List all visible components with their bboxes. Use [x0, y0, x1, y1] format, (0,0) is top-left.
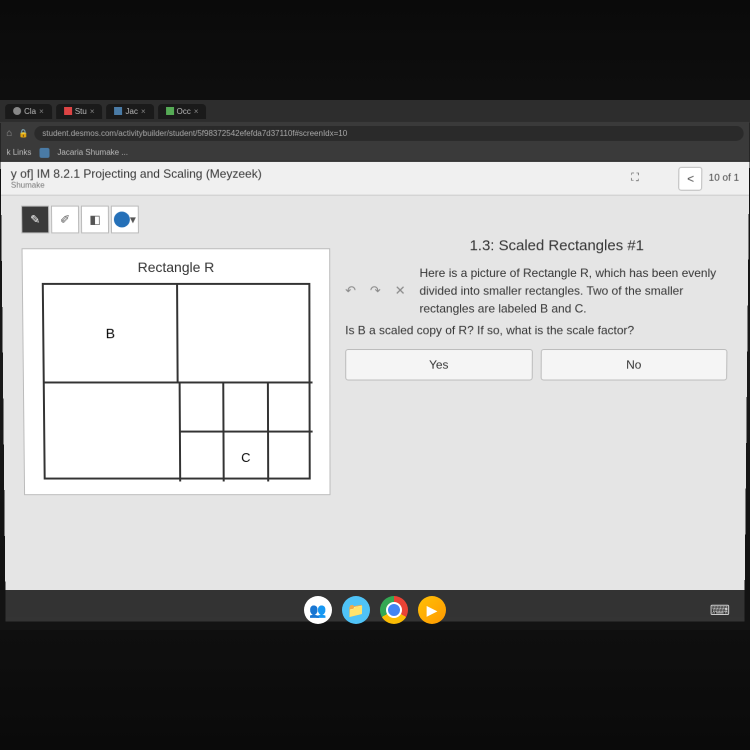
tab-label: Cla — [24, 106, 36, 115]
undo-redo-bar: ↶ ↷ ✕ Here is a picture of Rectangle R, … — [345, 264, 728, 317]
prompt-text: Here is a picture of Rectangle R, which … — [419, 264, 728, 317]
close-icon[interactable]: × — [141, 106, 146, 115]
bookmark-item[interactable]: Jacaria Shumake ... — [57, 148, 128, 157]
assignment-title: y of] IM 8.2.1 Projecting and Scaling (M… — [11, 167, 592, 181]
author-name: Shumake — [11, 181, 591, 190]
pointer-tool[interactable]: ✎ — [21, 206, 49, 234]
rectangle-r: B C — [42, 283, 311, 480]
tab-label: Stu — [75, 106, 87, 115]
tab-favicon — [64, 107, 72, 115]
browser-tab[interactable]: Cla × — [5, 103, 52, 118]
pencil-tool[interactable]: ✐ — [51, 206, 79, 234]
color-dot-icon — [114, 212, 130, 228]
answer-buttons: Yes No — [345, 349, 727, 380]
question-panel: 1.3: Scaled Rectangles #1 ↶ ↷ ✕ Here is … — [345, 206, 729, 608]
eraser-tool[interactable]: ◧ — [81, 206, 109, 234]
play-app-icon[interactable]: ▶ — [418, 596, 446, 624]
tab-label: Occ — [177, 106, 191, 115]
chrome-app-icon[interactable] — [380, 596, 408, 624]
teams-app-icon[interactable]: 👥 — [304, 596, 332, 624]
drawing-toolbar: ✎ ✐ ◧ ▾ — [21, 206, 330, 234]
bookmark-item[interactable]: k Links — [7, 148, 32, 157]
clear-icon[interactable]: ✕ — [395, 283, 406, 299]
page-indicator: 10 of 1 — [709, 173, 740, 184]
tab-label: Jac — [125, 106, 138, 115]
cell-b: B — [44, 285, 179, 384]
keyboard-icon[interactable]: ⌨ — [710, 602, 730, 619]
no-button[interactable]: No — [540, 349, 727, 380]
files-app-icon[interactable]: 📁 — [342, 596, 370, 624]
cell-top-right — [178, 285, 312, 384]
redo-icon[interactable]: ↷ — [370, 283, 381, 299]
cell-c: C — [225, 433, 269, 482]
tab-favicon — [114, 107, 122, 115]
drawing-panel: ✎ ✐ ◧ ▾ Rectangle R B C — [21, 206, 331, 608]
activity-header: y of] IM 8.2.1 Projecting and Scaling (M… — [1, 162, 750, 196]
cell-bottom-left — [45, 383, 179, 481]
color-picker[interactable]: ▾ — [111, 206, 139, 234]
browser-tab[interactable]: Stu × — [56, 103, 103, 118]
prev-button[interactable]: < — [679, 166, 703, 190]
screen-content: Cla × Stu × Jac × Occ × ⌂ 🔒 student.de — [0, 100, 750, 622]
close-icon[interactable]: × — [39, 106, 44, 115]
yes-button[interactable]: Yes — [345, 349, 532, 380]
address-bar: ⌂ 🔒 student.desmos.com/activitybuilder/s… — [0, 122, 750, 144]
browser-tab[interactable]: Occ × — [158, 103, 207, 118]
main-content: ✎ ✐ ◧ ▾ Rectangle R B C — [1, 196, 749, 618]
close-icon[interactable]: × — [90, 106, 95, 115]
bookmark-favicon — [39, 147, 49, 157]
lock-icon: 🔒 — [18, 128, 28, 137]
canvas[interactable]: Rectangle R B C — [22, 248, 331, 495]
browser-tabs-bar: Cla × Stu × Jac × Occ × — [0, 100, 750, 122]
cell-bottom-right-grid: C — [179, 383, 313, 481]
chrome-os-shelf: 👥 📁 ▶ ⌨ — [0, 590, 750, 630]
tab-favicon — [166, 107, 174, 115]
question-text: Is B a scaled copy of R? If so, what is … — [345, 323, 727, 337]
browser-tab[interactable]: Jac × — [106, 103, 153, 118]
undo-icon[interactable]: ↶ — [345, 283, 356, 299]
url-field[interactable]: student.desmos.com/activitybuilder/stude… — [34, 125, 743, 140]
tab-favicon — [13, 107, 21, 115]
close-icon[interactable]: × — [194, 106, 199, 115]
rectangle-label: Rectangle R — [23, 259, 330, 275]
section-title: 1.3: Scaled Rectangles #1 — [385, 237, 729, 254]
home-icon[interactable]: ⌂ — [6, 127, 12, 138]
bookmarks-bar: k Links Jacaria Shumake ... — [0, 144, 749, 162]
fullscreen-icon[interactable]: ⛶ — [631, 172, 639, 185]
